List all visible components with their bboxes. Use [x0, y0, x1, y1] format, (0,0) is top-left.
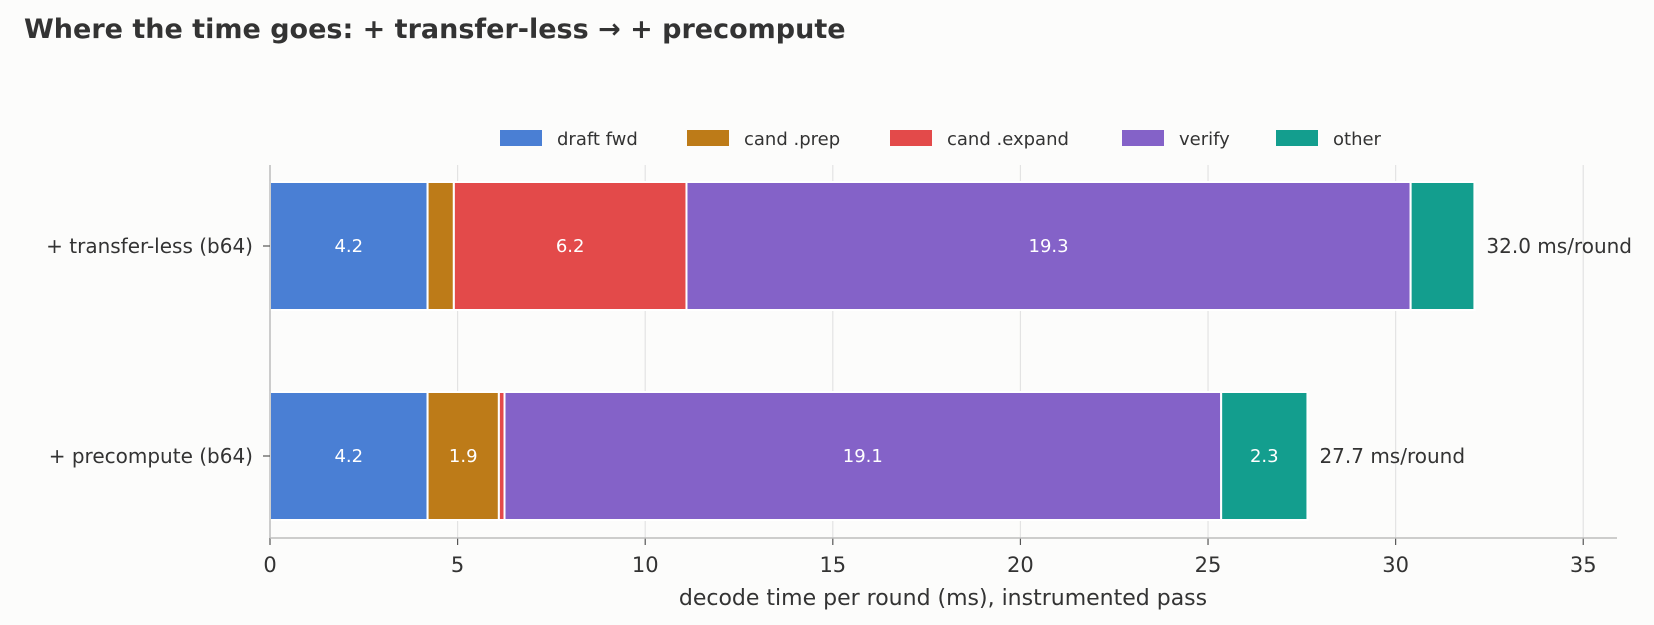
bar-segment-cand-prep: [426, 181, 455, 311]
x-tick-label: 0: [263, 553, 276, 577]
y-tick-label: + precompute (b64): [49, 444, 253, 468]
total-label: 32.0 ms/round: [1486, 234, 1632, 258]
legend-entry: cand .prep: [744, 129, 840, 150]
bar-segment-verify: [685, 181, 1412, 311]
data-label: 4.2: [334, 236, 363, 257]
x-axis-label: decode time per round (ms), instrumented…: [679, 586, 1207, 611]
legend-swatch: [500, 130, 542, 146]
total-label: 27.7 ms/round: [1319, 444, 1465, 468]
x-tick-label: 5: [451, 553, 464, 577]
x-tick-label: 20: [1007, 553, 1034, 577]
data-label: 4.2: [334, 446, 363, 467]
data-label: 19.3: [1029, 236, 1069, 257]
axes: 0 5 10 15 20 25 30 35 + transfer-less (b64) + pre…: [46, 165, 1617, 577]
x-tick-label: 25: [1195, 553, 1222, 577]
bar-segment-cand-expand: [452, 181, 688, 311]
legend-entry: other: [1333, 129, 1382, 150]
bar-segment-verify: [503, 391, 1223, 521]
bars: 4.2 6.2 19.3 32.0 ms/round 4.2 1.9 19.1 2.3 27.7…: [269, 181, 1632, 521]
legend: draft fwd cand .prep cand .expand verify oth…: [500, 129, 1382, 150]
data-label: 2.3: [1250, 446, 1279, 467]
legend-entry: verify: [1179, 129, 1230, 150]
legend-swatch: [1276, 130, 1318, 146]
chart-title: Where the time goes: + transfer-less → +…: [24, 14, 846, 45]
bar-segment-other: [1409, 181, 1476, 311]
x-tick-label: 30: [1382, 553, 1409, 577]
bar-segment-other: [1220, 391, 1309, 521]
y-tick-label: + transfer-less (b64): [46, 234, 253, 258]
legend-entry: draft fwd: [557, 129, 638, 150]
legend-swatch: [890, 130, 932, 146]
x-tick-label: 35: [1570, 553, 1597, 577]
legend-swatch: [687, 130, 729, 146]
legend-entry: cand .expand: [947, 129, 1069, 150]
data-label: 6.2: [556, 236, 585, 257]
x-tick-label: 15: [819, 553, 846, 577]
legend-swatch: [1122, 130, 1164, 146]
data-label: 1.9: [449, 446, 478, 467]
data-label: 19.1: [843, 446, 883, 467]
x-tick-label: 10: [632, 553, 659, 577]
